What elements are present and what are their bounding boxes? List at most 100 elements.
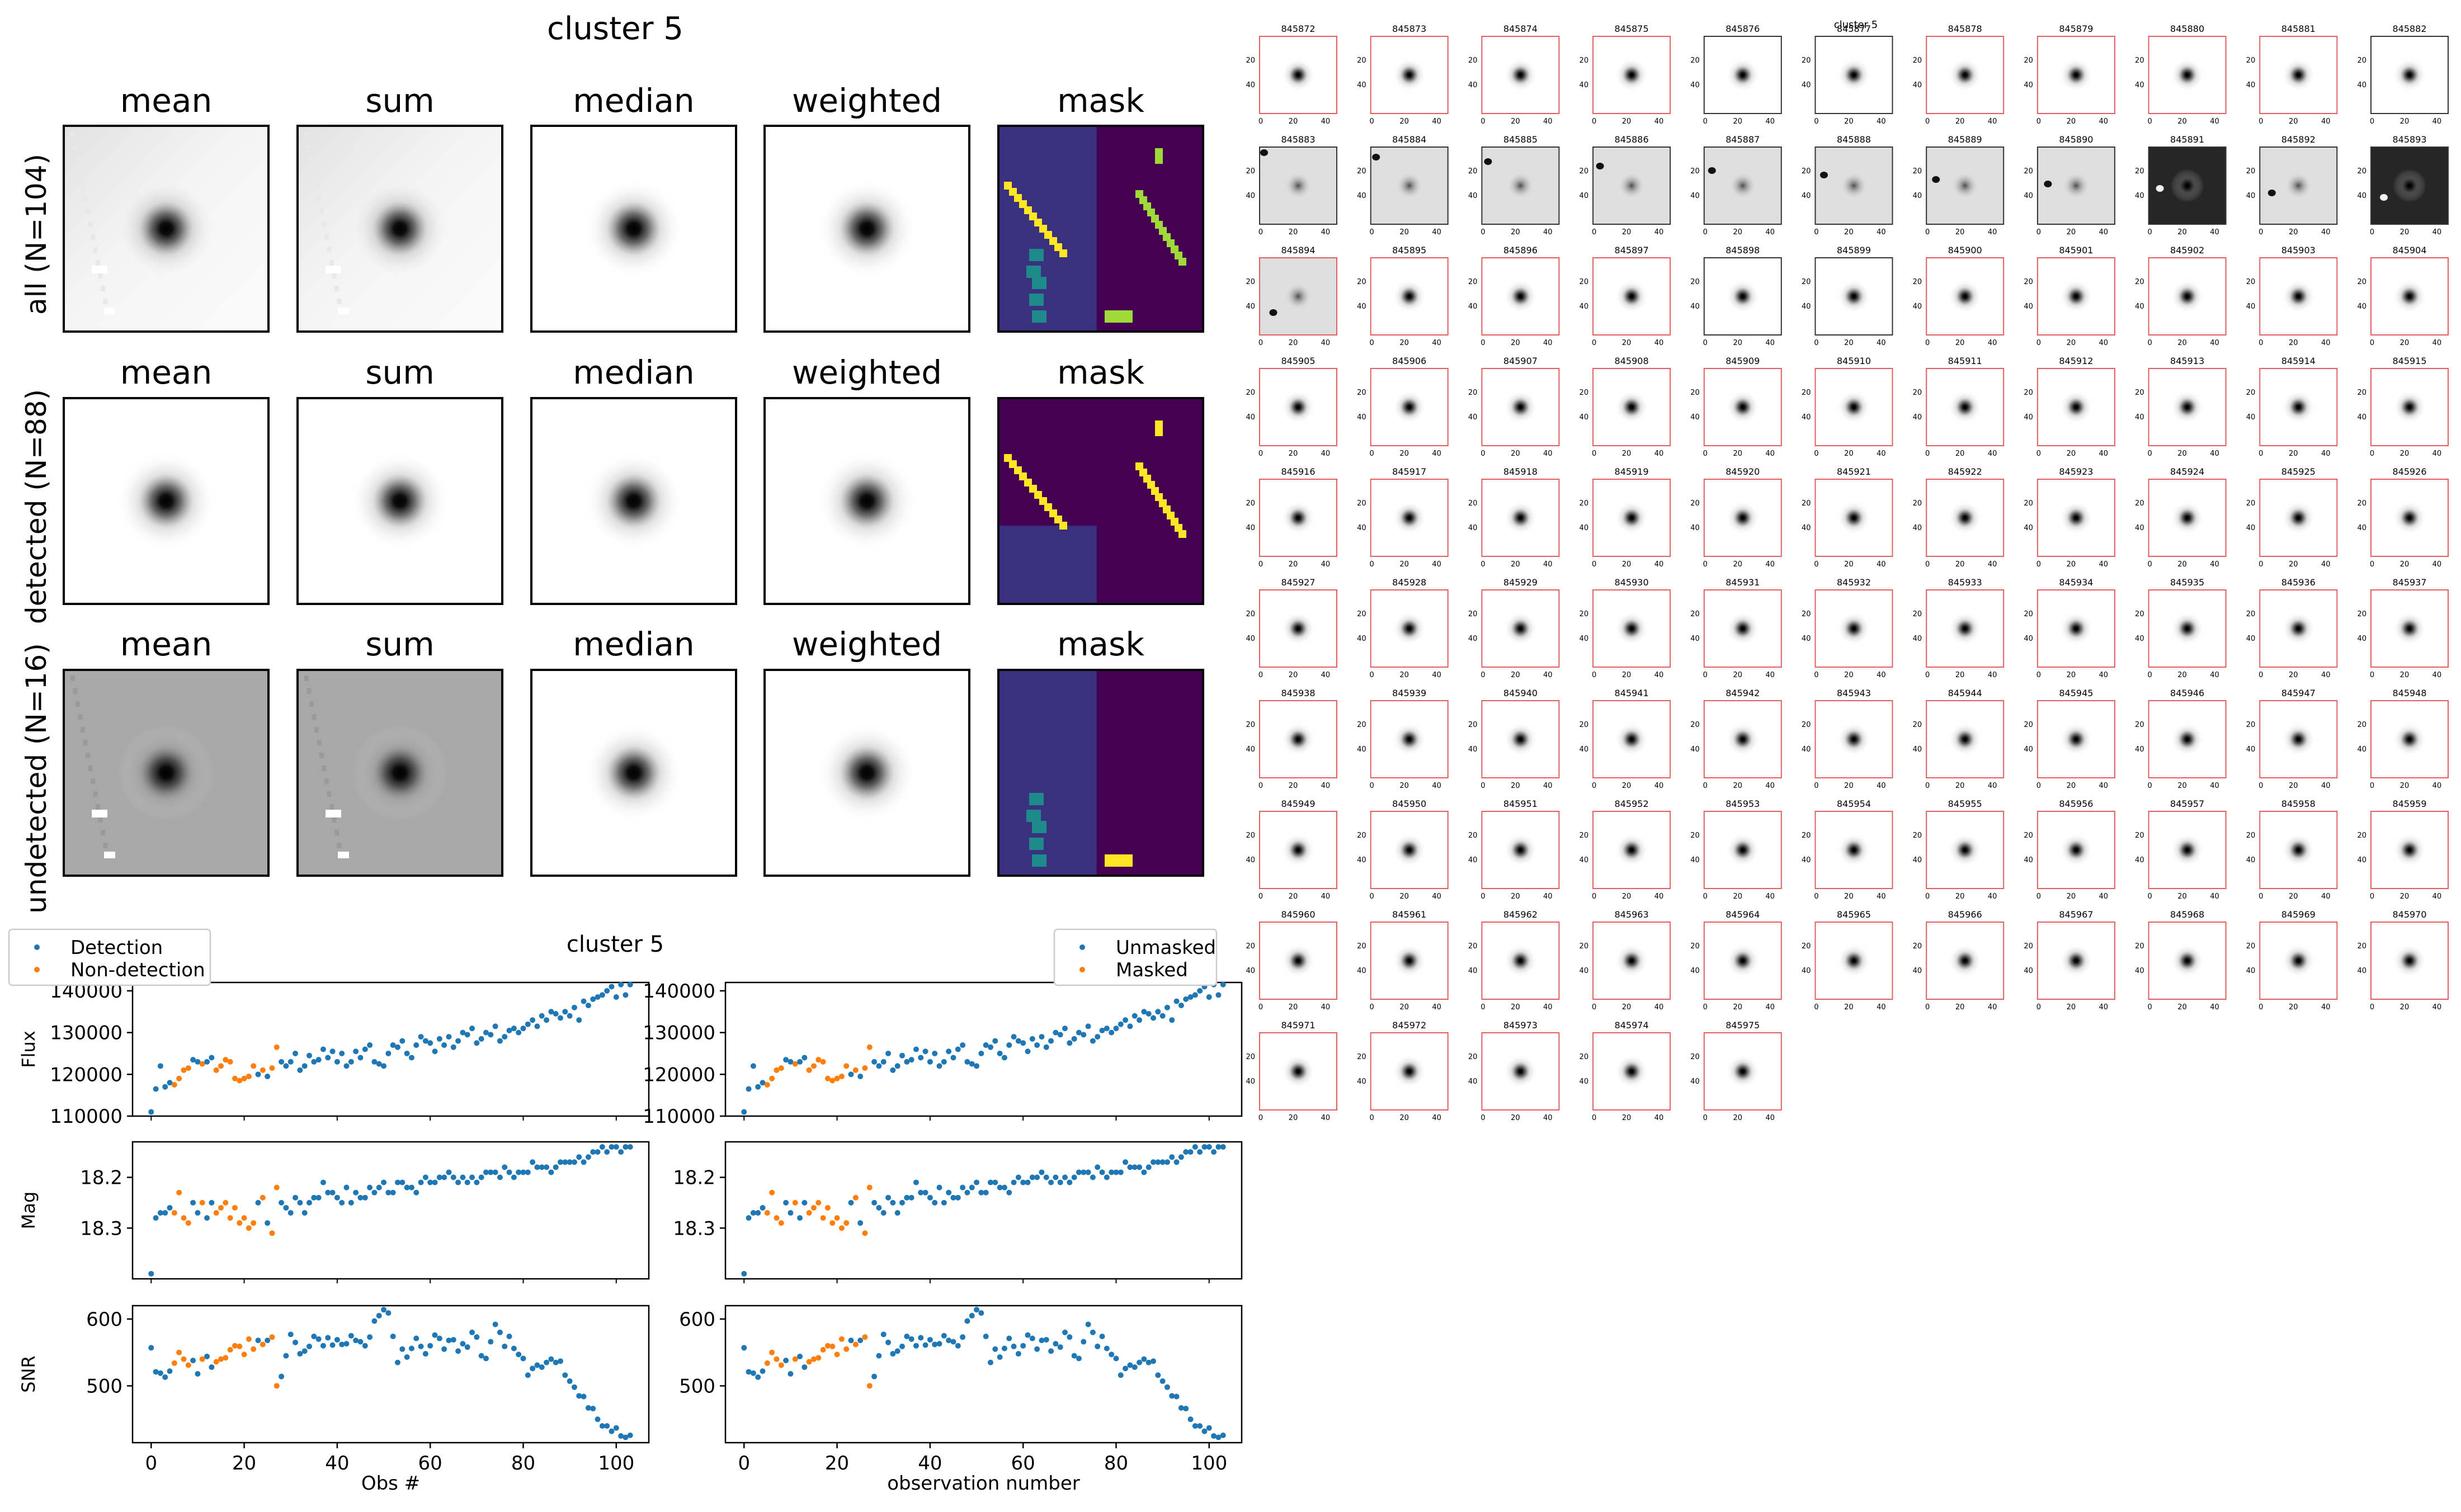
point-blue	[783, 1057, 789, 1063]
point-blue	[385, 1189, 392, 1196]
trail-dot	[327, 791, 332, 797]
thumbnail-star	[1503, 390, 1538, 424]
thumbnail-frame	[1703, 36, 1782, 114]
point-blue	[741, 1345, 747, 1351]
thumb-xtick: 0	[2147, 228, 2152, 237]
thumb-xtick: 20	[2067, 782, 2076, 790]
point-orange	[199, 1199, 205, 1206]
thumb-xtick: 40	[2099, 228, 2109, 237]
point-blue	[590, 996, 596, 1002]
star-psf	[351, 179, 449, 278]
thumb-xtick: 0	[1925, 228, 1930, 237]
thumb-ytick: 20	[1690, 831, 1700, 840]
thumb-ytick: 40	[1802, 413, 1811, 422]
point-blue	[441, 1174, 447, 1180]
thumb-xtick: 0	[1370, 117, 1374, 126]
point-blue	[534, 1362, 540, 1368]
point-blue	[553, 1359, 559, 1365]
point-blue	[941, 1333, 947, 1339]
thumbnail-star	[1284, 282, 1313, 311]
thumb-ytick: 20	[2246, 167, 2256, 176]
point-blue	[1164, 1159, 1170, 1165]
thumb-ytick: 20	[1246, 721, 1255, 729]
thumbnail-frame	[1259, 589, 1337, 668]
point-orange	[838, 1074, 845, 1080]
thumb-xtick: 0	[2259, 1003, 2263, 1012]
thumbnail-frame	[2259, 147, 2338, 225]
column-title: sum	[365, 353, 434, 391]
thumb-ytick: 40	[1580, 1078, 1589, 1086]
thumb-xtick: 20	[1399, 339, 1409, 347]
thumb-xtick: 0	[2036, 450, 2041, 458]
point-blue	[894, 1210, 901, 1216]
hot-pixel	[92, 810, 107, 818]
point-blue	[1132, 1364, 1138, 1370]
point-blue	[418, 1034, 424, 1040]
point-blue	[932, 1341, 938, 1348]
legend-label: Masked	[1116, 959, 1188, 981]
thumb-xtick: 0	[1481, 782, 1485, 790]
mask-blob	[1029, 793, 1044, 805]
point-blue	[741, 1109, 747, 1115]
trail-dot	[309, 157, 314, 163]
thumbnail-id: 845958	[2281, 798, 2316, 809]
plots-title: cluster 5	[567, 932, 664, 957]
thumb-xtick: 40	[1432, 450, 1441, 458]
trail-dot	[86, 753, 90, 758]
point-orange	[199, 1356, 205, 1362]
thumb-xtick: 0	[1814, 560, 1818, 569]
point-blue	[204, 1353, 210, 1359]
point-blue	[1099, 1333, 1105, 1339]
point-blue	[483, 1029, 489, 1036]
thumb-xtick: 0	[1592, 892, 1596, 901]
point-blue	[571, 1004, 577, 1010]
mask-blob	[1105, 854, 1133, 867]
point-blue	[390, 1042, 396, 1048]
point-blue	[618, 1149, 624, 1155]
star-psf	[818, 724, 916, 822]
thumbnail-id: 845962	[1503, 909, 1538, 920]
thumb-ytick: 20	[1690, 278, 1700, 286]
point-blue	[1104, 1345, 1110, 1352]
point-blue	[167, 1204, 173, 1211]
thumb-ytick: 40	[1580, 856, 1589, 864]
thumbnail-id: 845943	[1837, 688, 1871, 698]
point-orange	[176, 1349, 182, 1355]
thumb-ytick: 20	[1690, 942, 1700, 951]
point-blue	[399, 1038, 406, 1044]
point-blue	[627, 981, 633, 987]
thumbnail-frame	[2370, 36, 2449, 114]
thumb-ytick: 20	[1580, 721, 1589, 729]
point-blue	[502, 1164, 508, 1170]
point-blue	[315, 1057, 322, 1063]
trail-dot	[304, 131, 309, 137]
point-blue	[492, 1023, 498, 1029]
point-blue	[987, 1044, 993, 1050]
thumb-ytick: 40	[1246, 192, 1255, 200]
point-blue	[1206, 1144, 1212, 1150]
thumb-ytick: 40	[1468, 81, 1478, 89]
point-blue	[357, 1339, 364, 1345]
thumb-ytick: 40	[1690, 967, 1700, 975]
thumb-ytick: 20	[1690, 610, 1700, 618]
point-orange	[862, 1334, 868, 1340]
mask-blob	[1026, 810, 1041, 822]
thumb-ytick: 40	[1580, 192, 1589, 200]
point-blue	[287, 1059, 294, 1065]
point-orange	[269, 1230, 275, 1236]
thumb-ytick: 40	[1913, 192, 1922, 200]
thumb-xtick: 0	[1703, 1003, 1708, 1012]
thumb-xtick: 40	[1988, 671, 1997, 679]
thumbnail-id: 845927	[1281, 577, 1315, 588]
thumbnail-id: 845966	[1948, 909, 1982, 920]
thumb-xtick: 20	[1511, 560, 1520, 569]
thumb-xtick: 40	[2210, 450, 2219, 458]
thumbnail-id: 845948	[2392, 688, 2426, 698]
thumbnail-id: 845916	[1281, 466, 1315, 477]
